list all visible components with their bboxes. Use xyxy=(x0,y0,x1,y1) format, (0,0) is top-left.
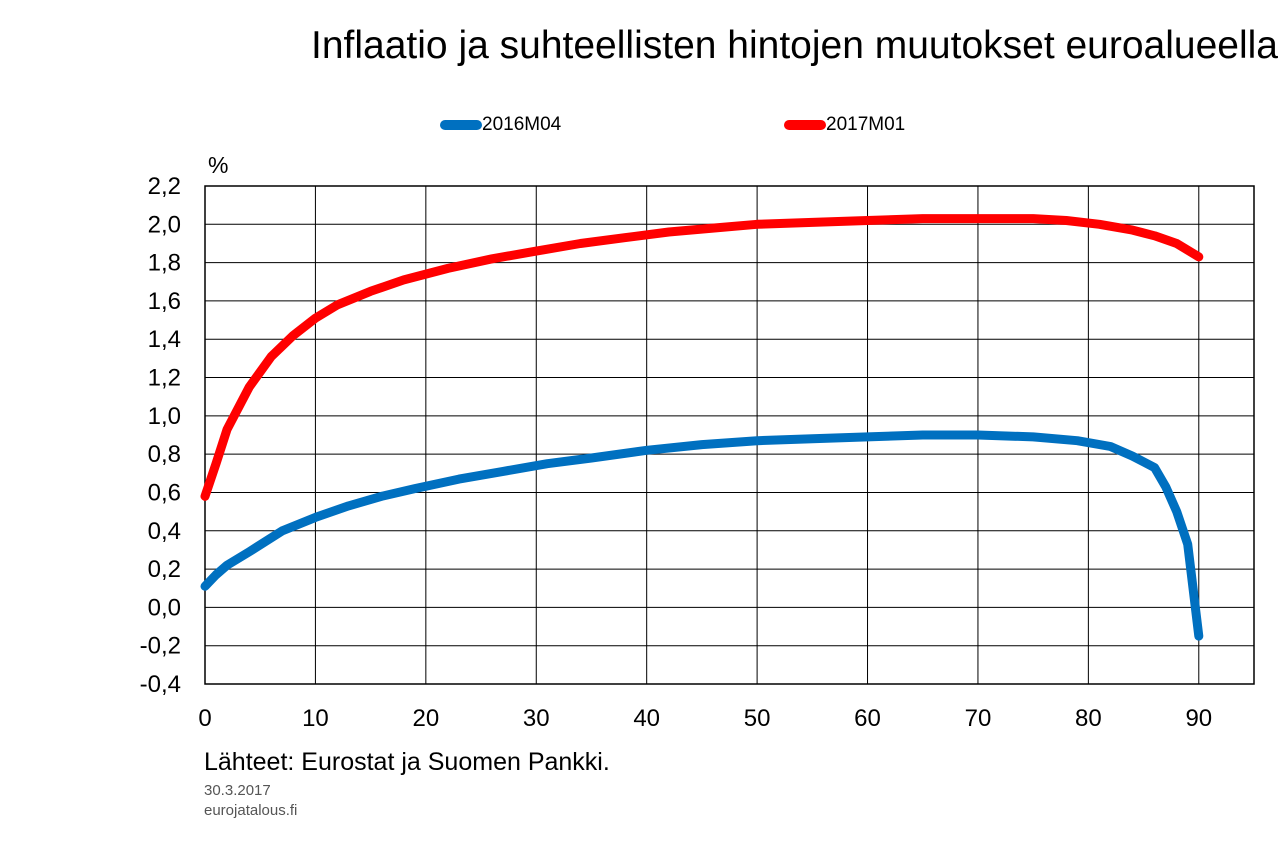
plot-area xyxy=(205,186,1254,684)
data-point-2017m01 xyxy=(624,237,626,239)
data-point-2016m04 xyxy=(226,564,228,566)
data-point-2017m01 xyxy=(535,250,537,252)
data-point-2016m04 xyxy=(1176,511,1178,513)
data-point-2017m01 xyxy=(370,290,372,292)
data-point-2016m04 xyxy=(1132,455,1134,457)
data-point-2016m04 xyxy=(811,438,813,440)
y-tick-label: -0,2 xyxy=(140,633,181,660)
y-tick-label: 1,2 xyxy=(148,365,181,392)
data-point-2016m04 xyxy=(646,449,648,451)
y-tick-label: 0,6 xyxy=(148,479,181,506)
data-point-2017m01 xyxy=(867,219,869,221)
legend-swatch-2016m04 xyxy=(440,120,482,130)
data-point-2017m01 xyxy=(811,221,813,223)
data-point-2017m01 xyxy=(712,227,714,229)
data-point-2017m01 xyxy=(1065,219,1067,221)
data-point-2017m01 xyxy=(447,267,449,269)
x-tick-label: 70 xyxy=(965,705,992,732)
data-point-2016m04 xyxy=(701,444,703,446)
x-tick-label: 10 xyxy=(302,705,329,732)
y-tick-label: 0,4 xyxy=(148,518,181,545)
y-tick-label: 0,8 xyxy=(148,441,181,468)
legend-swatch-2017m01 xyxy=(784,120,826,130)
data-point-2016m04 xyxy=(590,457,592,459)
site-name: eurojatalous.fi xyxy=(204,802,298,819)
legend-item-2016m04: 2016M04 xyxy=(440,112,561,138)
data-point-2017m01 xyxy=(204,495,206,497)
data-point-2017m01 xyxy=(1176,242,1178,244)
x-tick-label: 20 xyxy=(412,705,439,732)
data-point-2016m04 xyxy=(414,488,416,490)
data-point-2017m01 xyxy=(1032,218,1034,220)
data-point-2017m01 xyxy=(1098,223,1100,225)
y-tick-label: 1,0 xyxy=(148,403,181,430)
x-tick-label: 50 xyxy=(744,705,771,732)
data-point-2017m01 xyxy=(215,463,217,465)
y-tick-label: 0,0 xyxy=(148,594,181,621)
data-point-2016m04 xyxy=(204,585,206,587)
chart-title: Inflaatio ja suhteellisten hintojen muut… xyxy=(311,24,1278,67)
legend-label-2017m01: 2017M01 xyxy=(826,114,906,135)
data-point-2016m04 xyxy=(314,516,316,518)
data-point-2016m04 xyxy=(546,463,548,465)
data-point-2016m04 xyxy=(381,495,383,497)
publish-date: 30.3.2017 xyxy=(204,782,271,799)
x-tick-label: 40 xyxy=(633,705,660,732)
data-point-2017m01 xyxy=(270,355,272,357)
data-point-2016m04 xyxy=(922,434,924,436)
data-point-2016m04 xyxy=(867,436,869,438)
data-point-2017m01 xyxy=(1154,235,1156,237)
x-tick-label: 30 xyxy=(523,705,550,732)
data-point-2016m04 xyxy=(1198,635,1200,637)
y-tick-label: 1,8 xyxy=(148,250,181,277)
legend-label-2016m04: 2016M04 xyxy=(482,114,562,135)
y-axis-unit-label: % xyxy=(208,152,229,178)
data-point-2016m04 xyxy=(1187,543,1189,545)
data-point-2016m04 xyxy=(1165,486,1167,488)
data-point-2016m04 xyxy=(458,478,460,480)
data-point-2016m04 xyxy=(977,434,979,436)
data-point-2016m04 xyxy=(348,505,350,507)
data-point-2016m04 xyxy=(756,440,758,442)
data-point-2016m04 xyxy=(248,551,250,553)
data-point-2016m04 xyxy=(215,574,217,576)
data-point-2017m01 xyxy=(1132,229,1134,231)
x-tick-label: 0 xyxy=(198,705,211,732)
data-point-2017m01 xyxy=(403,279,405,281)
data-point-2017m01 xyxy=(1198,256,1200,258)
data-point-2016m04 xyxy=(1076,440,1078,442)
y-tick-label: -0,4 xyxy=(140,671,181,698)
source-note: Lähteet: Eurostat ja Suomen Pankki. xyxy=(204,748,610,776)
legend-item-2017m01: 2017M01 xyxy=(784,112,905,138)
data-point-2017m01 xyxy=(337,304,339,306)
y-tick-label: 1,4 xyxy=(148,326,181,353)
y-tick-label: 2,2 xyxy=(148,173,181,200)
data-point-2017m01 xyxy=(226,428,228,430)
y-tick-label: 0,2 xyxy=(148,556,181,583)
y-tick-label: 2,0 xyxy=(148,211,181,238)
y-tick-label: 1,6 xyxy=(148,288,181,315)
data-point-2017m01 xyxy=(292,334,294,336)
data-point-2016m04 xyxy=(1032,436,1034,438)
data-point-2016m04 xyxy=(1109,445,1111,447)
data-point-2017m01 xyxy=(579,242,581,244)
data-point-2017m01 xyxy=(668,231,670,233)
data-point-2016m04 xyxy=(1154,467,1156,469)
data-point-2016m04 xyxy=(281,530,283,532)
x-tick-label: 80 xyxy=(1075,705,1102,732)
plot-frame xyxy=(204,185,1255,685)
data-point-2017m01 xyxy=(314,317,316,319)
data-point-2017m01 xyxy=(977,218,979,220)
data-point-2017m01 xyxy=(922,218,924,220)
data-point-2017m01 xyxy=(248,386,250,388)
data-point-2016m04 xyxy=(502,470,504,472)
x-tick-label: 90 xyxy=(1185,705,1212,732)
data-point-2017m01 xyxy=(756,223,758,225)
x-tick-label: 60 xyxy=(854,705,881,732)
data-point-2017m01 xyxy=(491,258,493,260)
